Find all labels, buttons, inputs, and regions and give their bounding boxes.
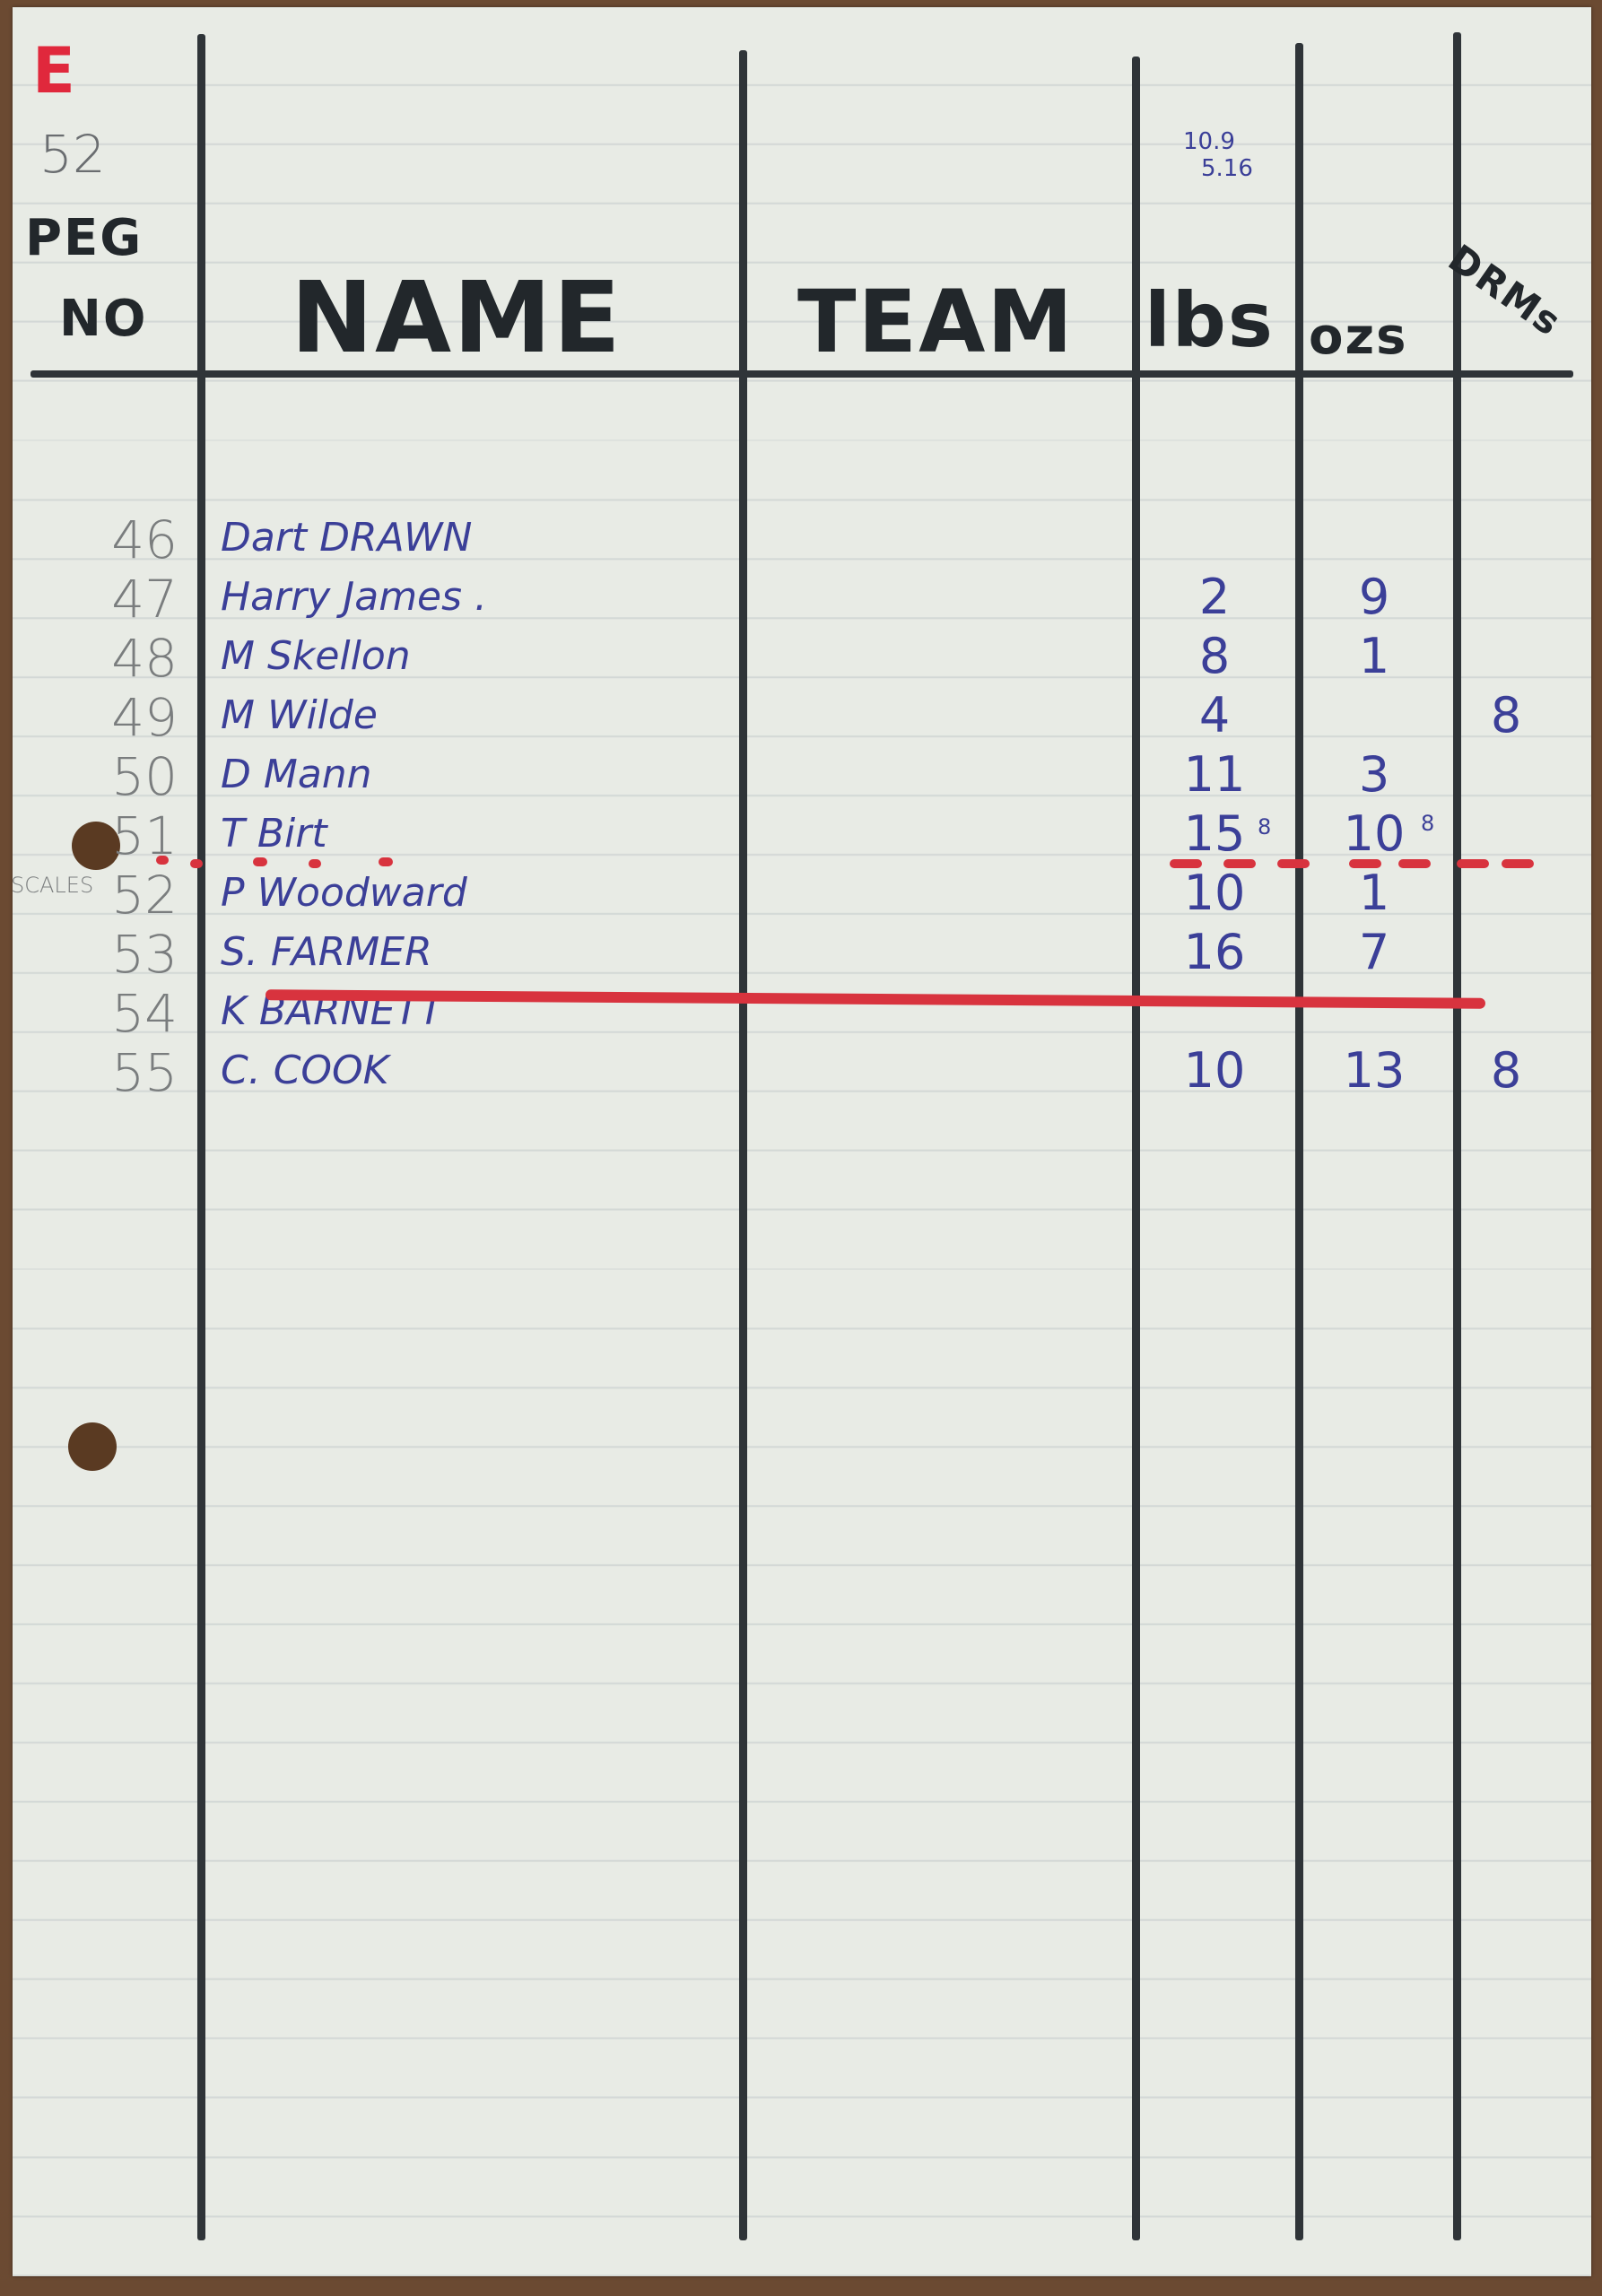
weight-drams: 8 (1490, 1042, 1522, 1099)
column-divider (197, 34, 205, 2240)
angler-name: Harry James . (221, 574, 488, 620)
weight-ozs: 1 (1358, 865, 1390, 921)
peg-number: 48 (111, 628, 178, 689)
lbs-correction: 8 (1258, 814, 1272, 839)
weight-ozs: 10 (1343, 805, 1406, 862)
peg-number: 47 (111, 569, 178, 630)
header-ozs: ozs (1309, 308, 1408, 366)
weight-lbs: 10 (1183, 865, 1246, 921)
angler-name: D Mann (221, 752, 372, 797)
peg-number: 54 (111, 983, 178, 1044)
peg-number: 50 (111, 746, 178, 807)
punch-hole (68, 1422, 117, 1471)
header-team: TEAM (797, 272, 1075, 372)
punch-hole (72, 822, 120, 870)
corner-mark: E (32, 34, 75, 108)
angler-name: Dart DRAWN (221, 515, 473, 561)
peg-number: 49 (111, 687, 178, 748)
weight-lbs: 15 (1183, 805, 1246, 862)
peg-number: 53 (111, 924, 178, 985)
scoresheet-paper: E 52 10.9 5.16 PEG NO NAME TEAM lbs ozs … (11, 7, 1591, 2276)
header-no: NO (59, 290, 148, 348)
weight-ozs: 13 (1343, 1042, 1406, 1099)
angler-name: M Wilde (221, 692, 378, 738)
column-divider (1453, 32, 1461, 2240)
weight-lbs: 2 (1198, 569, 1231, 625)
date-top: 10.9 (1183, 128, 1235, 155)
peg-number: 46 (111, 509, 178, 570)
weight-ozs: 3 (1358, 746, 1390, 803)
weight-ozs: 9 (1358, 569, 1390, 625)
weight-ozs: 1 (1358, 628, 1390, 684)
weight-lbs: 16 (1183, 924, 1246, 980)
weight-lbs: 8 (1198, 628, 1231, 684)
column-divider (1132, 57, 1140, 2240)
angler-name: S. FARMER (221, 929, 432, 975)
column-divider (1295, 43, 1303, 2240)
peg-number: 52 (111, 865, 178, 926)
peg-number: 55 (111, 1042, 178, 1103)
weight-drams: 8 (1490, 687, 1522, 744)
header-name: NAME (291, 260, 623, 375)
column-divider (739, 50, 747, 2240)
angler-name: P Woodward (221, 870, 467, 916)
weight-lbs: 4 (1198, 687, 1231, 744)
sheet-number: 52 (39, 124, 106, 185)
header-lbs: lbs (1145, 276, 1275, 364)
date-bottom: 5.16 (1201, 155, 1253, 182)
header-peg: PEG (25, 209, 144, 267)
weight-lbs: 10 (1183, 1042, 1246, 1099)
ozs-correction: 8 (1421, 811, 1435, 836)
scales-note: SCALES (11, 873, 94, 898)
angler-name: C. COOK (221, 1048, 389, 1093)
weight-ozs: 7 (1358, 924, 1390, 980)
angler-name: M Skellon (221, 633, 411, 679)
header-rule (30, 370, 1573, 378)
angler-name: T Birt (221, 811, 327, 857)
weight-lbs: 11 (1183, 746, 1246, 803)
